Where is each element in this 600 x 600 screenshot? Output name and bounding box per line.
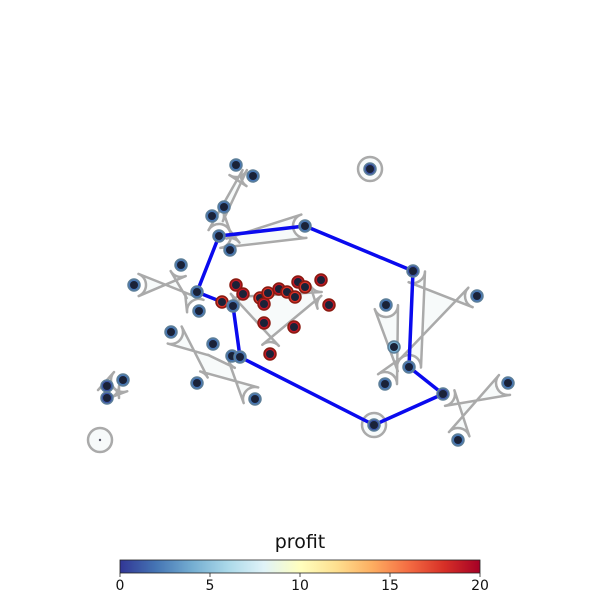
colorbar <box>119 559 481 574</box>
cluster-hulls <box>86 155 512 454</box>
node-point <box>387 340 401 354</box>
node-point <box>406 264 420 278</box>
node-point <box>190 285 204 299</box>
node-point <box>236 287 250 301</box>
node-point <box>192 304 206 318</box>
node-point <box>98 438 102 442</box>
node-point <box>174 258 188 272</box>
colorbar-tick-label: 20 <box>471 578 489 594</box>
node-point <box>229 278 243 292</box>
route-line <box>195 224 445 427</box>
node-point <box>257 316 271 330</box>
colorbar-tick-label: 0 <box>115 578 125 594</box>
node-point <box>322 298 336 312</box>
node-point <box>298 280 312 294</box>
node-point <box>298 219 312 233</box>
node-point <box>263 347 277 361</box>
node-point <box>223 243 237 257</box>
colorbar-tick-label: 5 <box>205 578 215 594</box>
cluster-hull <box>207 168 249 234</box>
node-point <box>379 298 393 312</box>
node-point <box>451 433 465 447</box>
cluster-hull <box>443 373 512 438</box>
colorbar-tick-marks <box>119 573 481 577</box>
node-point <box>288 290 302 304</box>
node-point <box>287 320 301 334</box>
node-point <box>164 325 178 339</box>
node-point <box>261 286 275 300</box>
node-point <box>215 295 229 309</box>
node-point <box>127 278 141 292</box>
node-point <box>206 337 220 351</box>
node-point <box>100 379 114 393</box>
node-point <box>470 289 484 303</box>
node-point <box>402 360 416 374</box>
node-point <box>212 229 226 243</box>
node-point <box>314 273 328 287</box>
colorbar-title: profit <box>274 531 326 553</box>
node-markers <box>98 158 515 447</box>
node-point <box>217 200 231 214</box>
tour-route <box>195 224 445 427</box>
cluster-hull <box>166 325 260 405</box>
node-point <box>116 373 130 387</box>
colorbar-tick-label: 10 <box>291 578 309 594</box>
cluster-hull <box>137 269 205 314</box>
node-point <box>100 391 114 405</box>
node-point <box>226 299 240 313</box>
node-point <box>363 162 377 176</box>
node-point <box>229 158 243 172</box>
node-point <box>436 387 450 401</box>
node-point <box>248 392 262 406</box>
node-point <box>367 418 381 432</box>
node-point <box>190 376 204 390</box>
node-point <box>233 350 247 364</box>
node-point <box>246 169 260 183</box>
node-point <box>257 297 271 311</box>
node-point <box>501 376 515 390</box>
node-point <box>205 209 219 223</box>
cluster-hull <box>399 270 474 369</box>
colorbar-tick-label: 15 <box>381 578 399 594</box>
node-point <box>378 377 392 391</box>
